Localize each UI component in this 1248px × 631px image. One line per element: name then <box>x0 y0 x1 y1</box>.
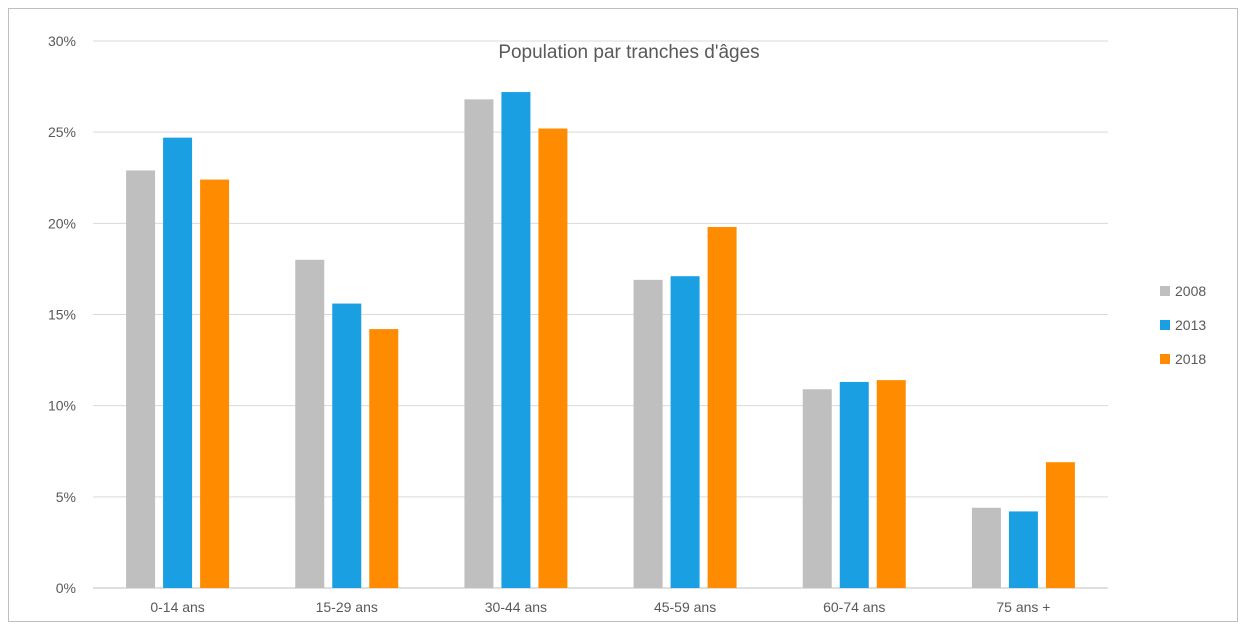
y-axis-ticks: 0% 5% 10% 15% 20% 25% 30% <box>48 33 76 596</box>
x-tick-label: 30-44 ans <box>485 599 547 615</box>
bar-2008-4 <box>634 280 663 588</box>
bar-2008-6 <box>972 508 1001 588</box>
y-tick-label: 5% <box>56 489 76 505</box>
bar-2008-5 <box>803 389 832 588</box>
y-tick-label: 25% <box>48 124 76 140</box>
bar-2018-1 <box>200 180 229 588</box>
x-tick-label: 45-59 ans <box>654 599 716 615</box>
bar-2018-2 <box>369 329 398 588</box>
legend-swatch-2013 <box>1160 320 1170 330</box>
bar-2008-2 <box>295 260 324 588</box>
y-tick-label: 20% <box>48 215 76 231</box>
bar-2018-4 <box>708 227 737 588</box>
bars <box>126 92 1075 588</box>
legend-label-2008: 2008 <box>1175 283 1206 299</box>
bar-2008-1 <box>126 170 155 588</box>
x-axis-ticks: 0-14 ans 15-29 ans 30-44 ans 45-59 ans 60-74… <box>150 599 1050 615</box>
y-tick-label: 0% <box>56 580 76 596</box>
bar-2013-6 <box>1009 511 1038 588</box>
bar-2013-5 <box>840 382 869 588</box>
legend-swatch-2008 <box>1160 286 1170 296</box>
bar-2008-3 <box>464 99 493 588</box>
y-tick-label: 15% <box>48 307 76 323</box>
bar-2013-4 <box>671 276 700 588</box>
x-tick-label: 60-74 ans <box>823 599 885 615</box>
legend-label-2013: 2013 <box>1175 317 1206 333</box>
bar-2013-2 <box>332 304 361 588</box>
chart-title: Population par tranches d'âges <box>498 42 759 63</box>
gridlines <box>93 41 1108 588</box>
x-tick-label: 15-29 ans <box>316 599 378 615</box>
bar-2018-5 <box>877 380 906 588</box>
y-tick-label: 30% <box>48 33 76 49</box>
bar-2013-3 <box>501 92 530 588</box>
bar-2018-6 <box>1046 462 1075 588</box>
legend: 2008 2013 2018 <box>1160 283 1206 367</box>
x-tick-label: 75 ans + <box>996 599 1050 615</box>
y-tick-label: 10% <box>48 398 76 414</box>
x-tick-label: 0-14 ans <box>150 599 204 615</box>
bar-2018-3 <box>538 129 567 588</box>
bar-2013-1 <box>163 138 192 588</box>
legend-label-2018: 2018 <box>1175 351 1206 367</box>
legend-swatch-2018 <box>1160 354 1170 364</box>
